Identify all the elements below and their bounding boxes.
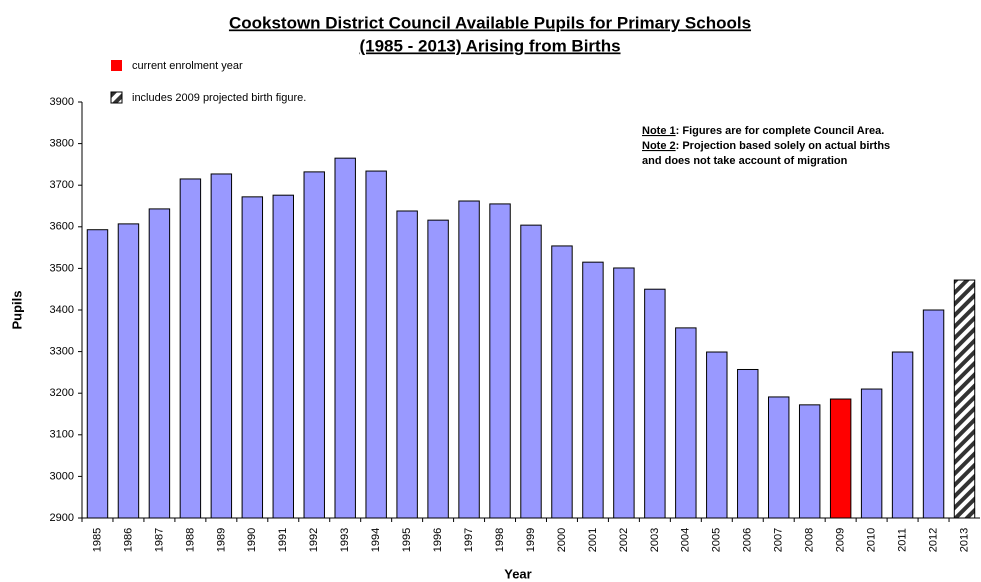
x-tick-label: 2003 [649, 528, 661, 552]
bar [303, 171, 325, 519]
note: Note 1: Figures are for complete Council… [642, 125, 884, 137]
x-tick-label: 2006 [742, 528, 754, 552]
bar [86, 229, 109, 519]
x-tick-label: 2010 [866, 528, 878, 552]
bar [768, 396, 790, 519]
legend-label: includes 2009 projected birth figure. [132, 92, 306, 104]
bar [953, 279, 976, 519]
chart-title: (1985 - 2013) Arising from Births [359, 36, 620, 55]
x-tick-label: 2013 [958, 528, 970, 552]
legend-swatch [110, 91, 123, 104]
x-tick-label: 1992 [308, 528, 320, 552]
y-tick-label: 3200 [50, 387, 74, 399]
x-tick-label: 1993 [339, 528, 351, 552]
y-tick-label: 3500 [50, 262, 74, 274]
bar [798, 404, 821, 519]
note-label: Note 2 [642, 140, 676, 152]
y-tick-label: 3300 [50, 346, 74, 358]
y-tick-label: 3600 [50, 221, 74, 233]
bar [458, 200, 480, 519]
x-tick-label: 2002 [618, 528, 630, 552]
note-text: and does not take account of migration [642, 155, 848, 167]
note-text: : Figures are for complete Council Area. [676, 125, 885, 137]
x-tick-label: 1999 [525, 528, 537, 552]
x-tick-label: 1990 [246, 528, 258, 552]
x-tick-label: 2004 [680, 528, 692, 552]
bar [179, 178, 202, 519]
bar [117, 223, 140, 519]
x-tick-label: 2008 [804, 528, 816, 552]
chart-title: Cookstown District Council Available Pup… [229, 13, 751, 32]
x-tick-label: 1988 [184, 528, 196, 552]
x-tick-label: 2007 [773, 528, 785, 552]
bar [365, 170, 387, 519]
note: and does not take account of migration [642, 155, 848, 167]
y-axis-title: Pupils [9, 290, 24, 329]
x-axis-title: Year [504, 566, 531, 581]
note-text: : Projection based solely on actual birt… [676, 140, 891, 152]
x-tick-label: 2005 [711, 528, 723, 552]
bar [210, 173, 233, 519]
bar [644, 288, 666, 519]
legend-label: current enrolment year [132, 60, 243, 72]
bar [241, 196, 264, 519]
x-tick-label: 1986 [122, 528, 134, 552]
bar [489, 203, 511, 519]
bar [860, 388, 883, 519]
x-tick-label: 1997 [463, 528, 475, 552]
y-tick-label: 3800 [50, 138, 74, 150]
x-tick-label: 1987 [153, 528, 165, 552]
bar [829, 398, 852, 519]
bar [891, 351, 914, 519]
y-tick-label: 3100 [50, 429, 74, 441]
y-tick-label: 3700 [50, 179, 74, 191]
y-tick-label: 3900 [50, 96, 74, 108]
bar [675, 327, 697, 519]
x-tick-label: 1985 [91, 528, 103, 552]
bar [396, 210, 418, 519]
x-tick-label: 1995 [401, 528, 413, 552]
bar [737, 368, 759, 519]
bar [582, 261, 604, 519]
note: Note 2: Projection based solely on actua… [642, 140, 890, 152]
x-tick-label: 2011 [896, 528, 908, 552]
x-tick-label: 1994 [370, 528, 382, 552]
y-tick-label: 2900 [50, 512, 74, 524]
note-label: Note 1 [642, 125, 676, 137]
y-tick-label: 3400 [50, 304, 74, 316]
bar [551, 245, 573, 519]
x-tick-label: 1998 [494, 528, 506, 552]
bar [427, 219, 449, 519]
x-tick-label: 2000 [556, 528, 568, 552]
x-tick-label: 1991 [277, 528, 289, 552]
bar [272, 194, 294, 519]
x-tick-label: 2012 [927, 528, 939, 552]
bar [520, 224, 542, 519]
bar [613, 267, 635, 519]
x-tick-label: 1989 [215, 528, 227, 552]
x-tick-label: 2009 [835, 528, 847, 552]
x-tick-label: 1996 [432, 528, 444, 552]
x-tick-label: 2001 [587, 528, 599, 552]
bar [706, 351, 728, 519]
bar [334, 157, 356, 519]
bar [148, 208, 171, 519]
y-tick-label: 3000 [50, 470, 74, 482]
legend-swatch [111, 60, 122, 71]
bar [922, 309, 945, 519]
